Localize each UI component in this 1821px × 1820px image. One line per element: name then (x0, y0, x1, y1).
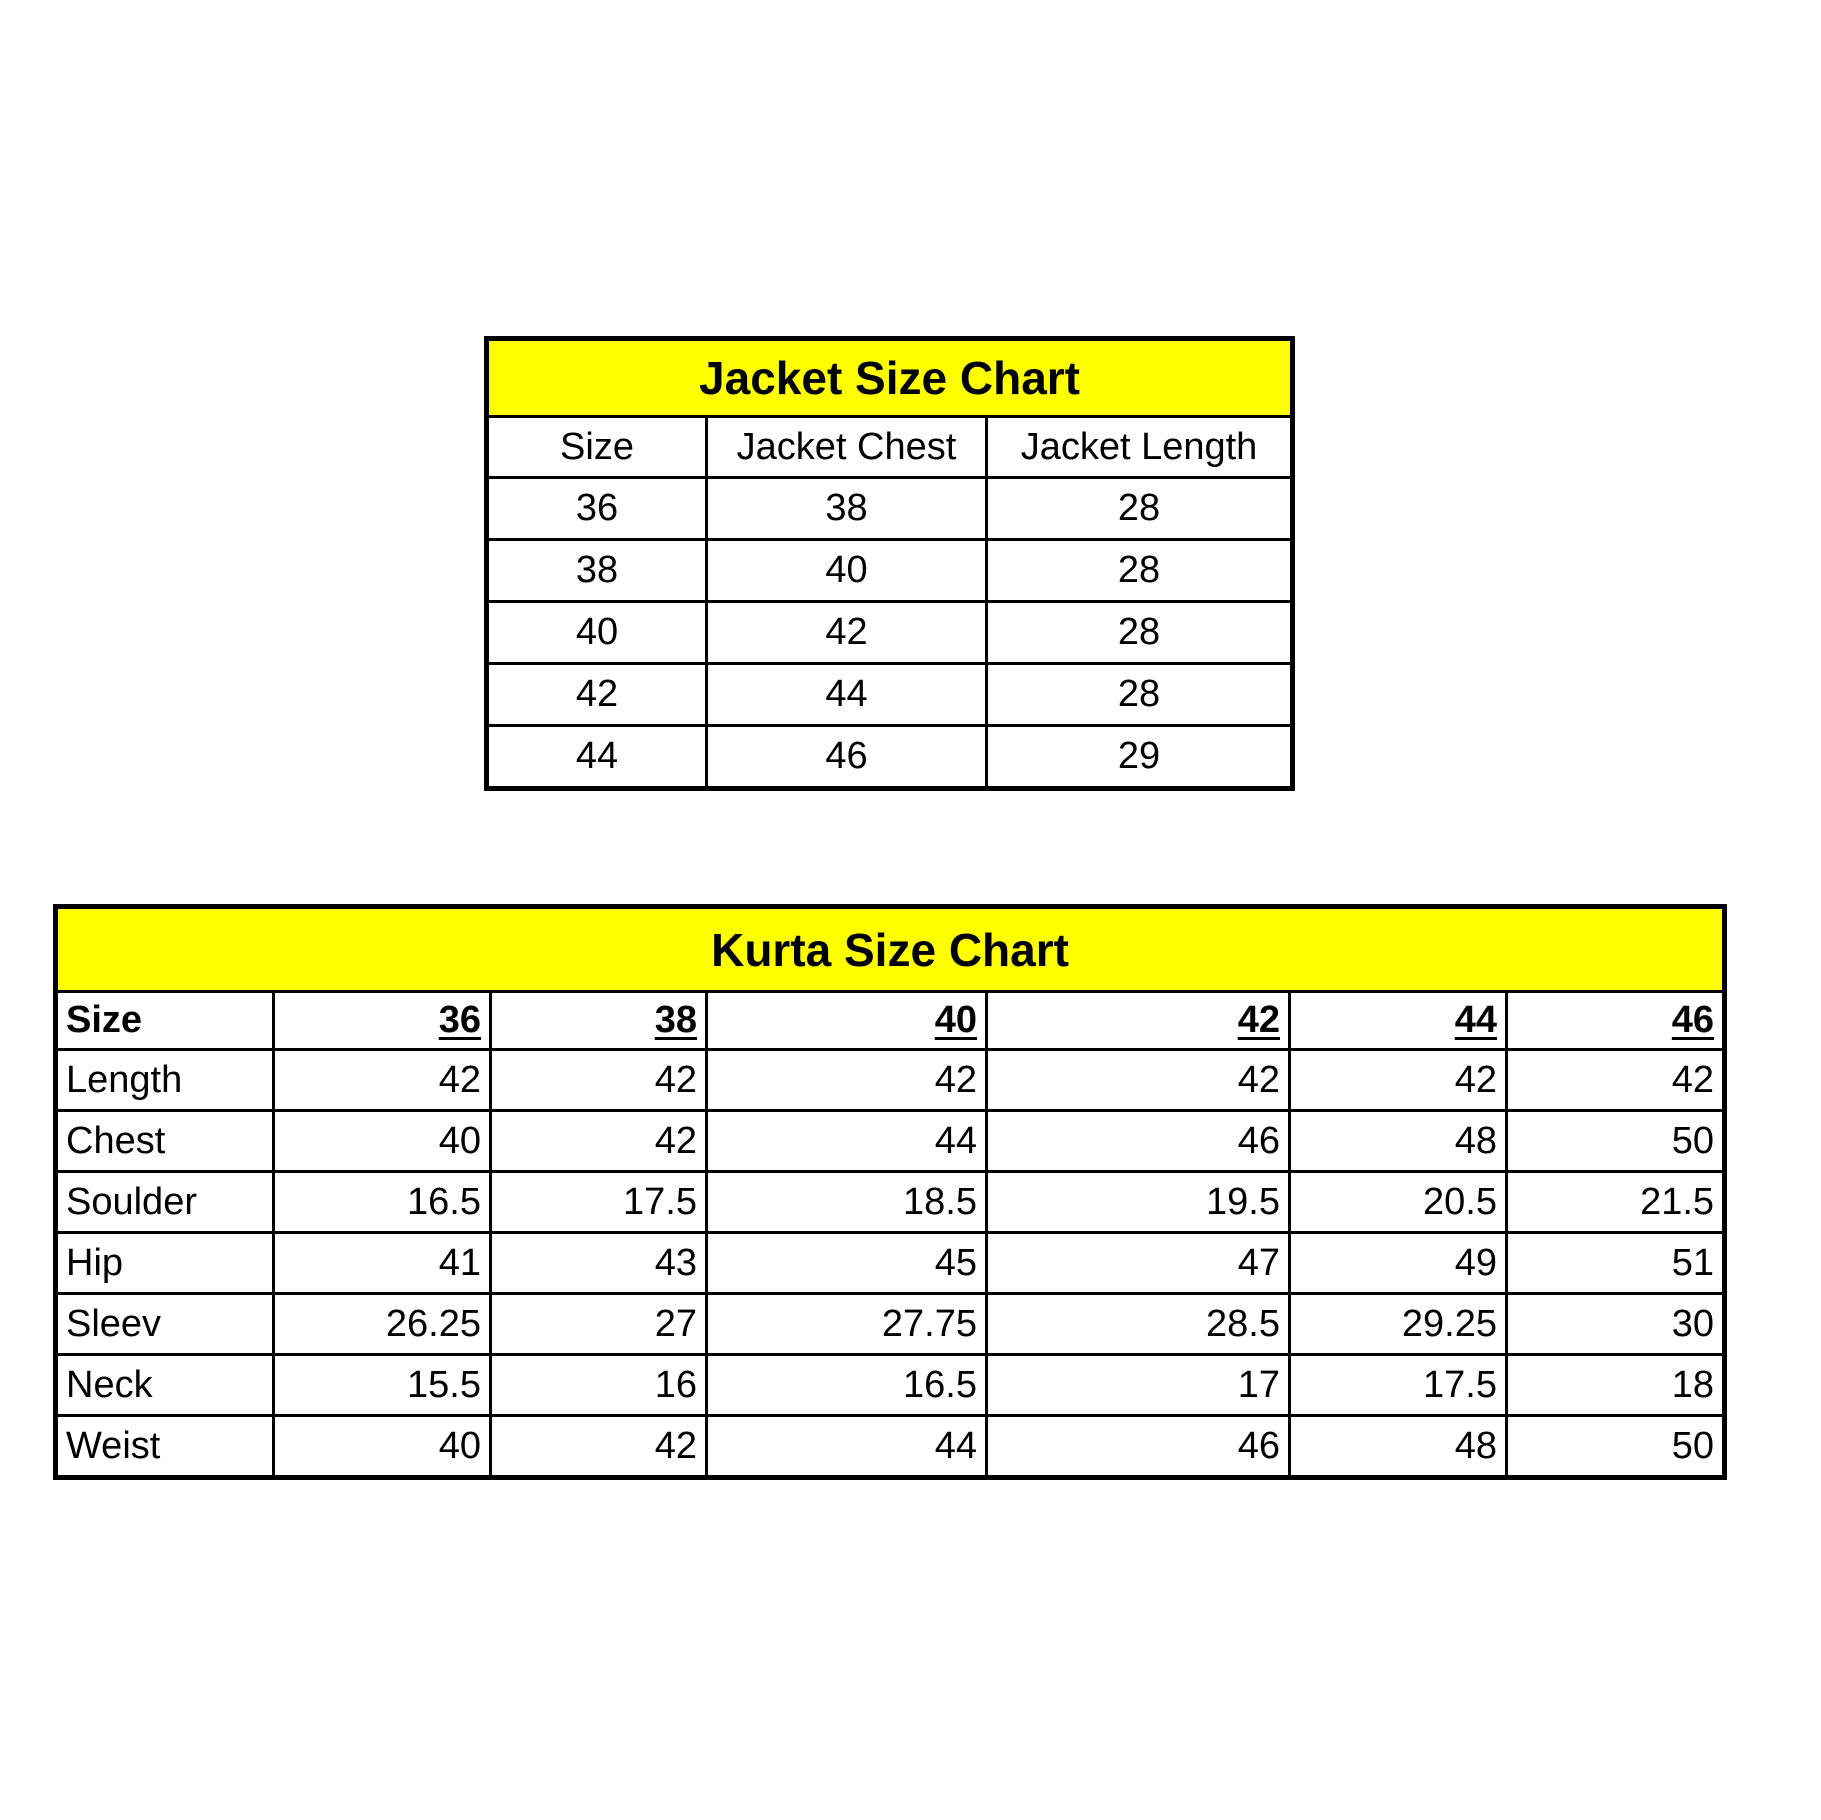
table-cell: 43 (489, 1231, 708, 1295)
header-cell: Size (55, 990, 275, 1051)
header-cell: 44 (1288, 990, 1508, 1051)
table-cell: 27 (489, 1292, 708, 1356)
table-cell: 49 (1288, 1231, 1508, 1295)
header-cell: 46 (1504, 990, 1726, 1051)
table-row: 36 38 28 (486, 476, 1294, 541)
table-row: Soulder 16.5 17.5 18.5 19.5 20.5 21.5 (55, 1170, 1726, 1234)
header-cell: Jacket Chest (705, 415, 988, 479)
table-cell: 36 (486, 476, 708, 541)
table-cell: 40 (272, 1109, 492, 1173)
table-row: Weist 40 42 44 46 48 50 (55, 1414, 1726, 1478)
table-row: Hip 41 43 45 47 49 51 (55, 1231, 1726, 1295)
table-cell: 15.5 (272, 1353, 492, 1417)
table-cell: 44 (705, 1109, 988, 1173)
table-cell: 45 (705, 1231, 988, 1295)
table-row: Length 42 42 42 42 42 42 (55, 1048, 1726, 1112)
table-cell: Chest (55, 1109, 275, 1173)
table-cell: 46 (985, 1109, 1291, 1173)
table-cell: 27.75 (705, 1292, 988, 1356)
table-cell: Neck (55, 1353, 275, 1417)
table-cell: 21.5 (1504, 1170, 1726, 1234)
table-cell: 42 (489, 1048, 708, 1112)
table-cell: 42 (1288, 1048, 1508, 1112)
header-cell: 36 (272, 990, 492, 1051)
jacket-size-chart: Jacket Size Chart Size Jacket Chest Jack… (483, 336, 1296, 791)
table-cell: 18 (1504, 1353, 1726, 1417)
table-cell: 17.5 (489, 1170, 708, 1234)
table-cell: 42 (489, 1109, 708, 1173)
table-cell: 28 (984, 476, 1294, 541)
table-row: Chest 40 42 44 46 48 50 (55, 1109, 1726, 1173)
table-cell: 42 (272, 1048, 492, 1112)
table-cell: 48 (1288, 1109, 1508, 1173)
kurta-title: Kurta Size Chart (54, 906, 1726, 993)
table-cell: 50 (1504, 1109, 1726, 1173)
header-cell: 42 (985, 990, 1291, 1051)
table-row: 38 40 28 (486, 538, 1294, 603)
table-cell: 44 (705, 662, 988, 727)
table-cell: 46 (705, 724, 988, 789)
table-cell: 16.5 (272, 1170, 492, 1234)
table-cell: Soulder (55, 1170, 275, 1234)
table-cell: Sleev (55, 1292, 275, 1356)
table-row: Neck 15.5 16 16.5 17 17.5 18 (55, 1353, 1726, 1417)
table-cell: 44 (486, 724, 708, 789)
table-cell: 17.5 (1288, 1353, 1508, 1417)
table-cell: 44 (705, 1414, 988, 1478)
table-cell: 41 (272, 1231, 492, 1295)
table-cell: 28 (984, 600, 1294, 665)
table-cell: 42 (985, 1048, 1291, 1112)
table-cell: 29 (984, 724, 1294, 789)
table-cell: 30 (1504, 1292, 1726, 1356)
table-cell: 40 (705, 538, 988, 603)
table-cell: 38 (705, 476, 988, 541)
header-cell: Jacket Length (984, 415, 1294, 479)
table-cell: 51 (1504, 1231, 1726, 1295)
table-cell: 16.5 (705, 1353, 988, 1417)
table-cell: 42 (705, 600, 988, 665)
kurta-header-row: Size 36 38 40 42 44 46 (55, 990, 1726, 1051)
table-cell: 16 (489, 1353, 708, 1417)
table-cell: 28 (984, 662, 1294, 727)
header-cell: 38 (489, 990, 708, 1051)
table-cell: 38 (486, 538, 708, 603)
table-cell: 47 (985, 1231, 1291, 1295)
table-row: 44 46 29 (486, 724, 1294, 789)
table-cell: 20.5 (1288, 1170, 1508, 1234)
table-cell: Weist (55, 1414, 275, 1478)
table-cell: 19.5 (985, 1170, 1291, 1234)
table-cell: Length (55, 1048, 275, 1112)
table-cell: 17 (985, 1353, 1291, 1417)
jacket-header-row: Size Jacket Chest Jacket Length (486, 415, 1294, 479)
table-cell: 28.5 (985, 1292, 1291, 1356)
table-cell: 28 (984, 538, 1294, 603)
table-row: Sleev 26.25 27 27.75 28.5 29.25 30 (55, 1292, 1726, 1356)
header-cell: Size (486, 415, 708, 479)
table-row: 42 44 28 (486, 662, 1294, 727)
table-cell: 42 (705, 1048, 988, 1112)
kurta-size-chart: Kurta Size Chart Size 36 38 40 42 44 46 … (52, 904, 1728, 1480)
table-cell: 42 (486, 662, 708, 727)
table-cell: 29.25 (1288, 1292, 1508, 1356)
table-cell: 48 (1288, 1414, 1508, 1478)
jacket-title: Jacket Size Chart (485, 338, 1294, 418)
table-row: 40 42 28 (486, 600, 1294, 665)
table-cell: 42 (489, 1414, 708, 1478)
header-cell: 40 (705, 990, 988, 1051)
table-cell: 40 (272, 1414, 492, 1478)
table-cell: 50 (1504, 1414, 1726, 1478)
table-cell: 40 (486, 600, 708, 665)
table-cell: 18.5 (705, 1170, 988, 1234)
table-cell: 26.25 (272, 1292, 492, 1356)
table-cell: 42 (1504, 1048, 1726, 1112)
table-cell: 46 (985, 1414, 1291, 1478)
table-cell: Hip (55, 1231, 275, 1295)
